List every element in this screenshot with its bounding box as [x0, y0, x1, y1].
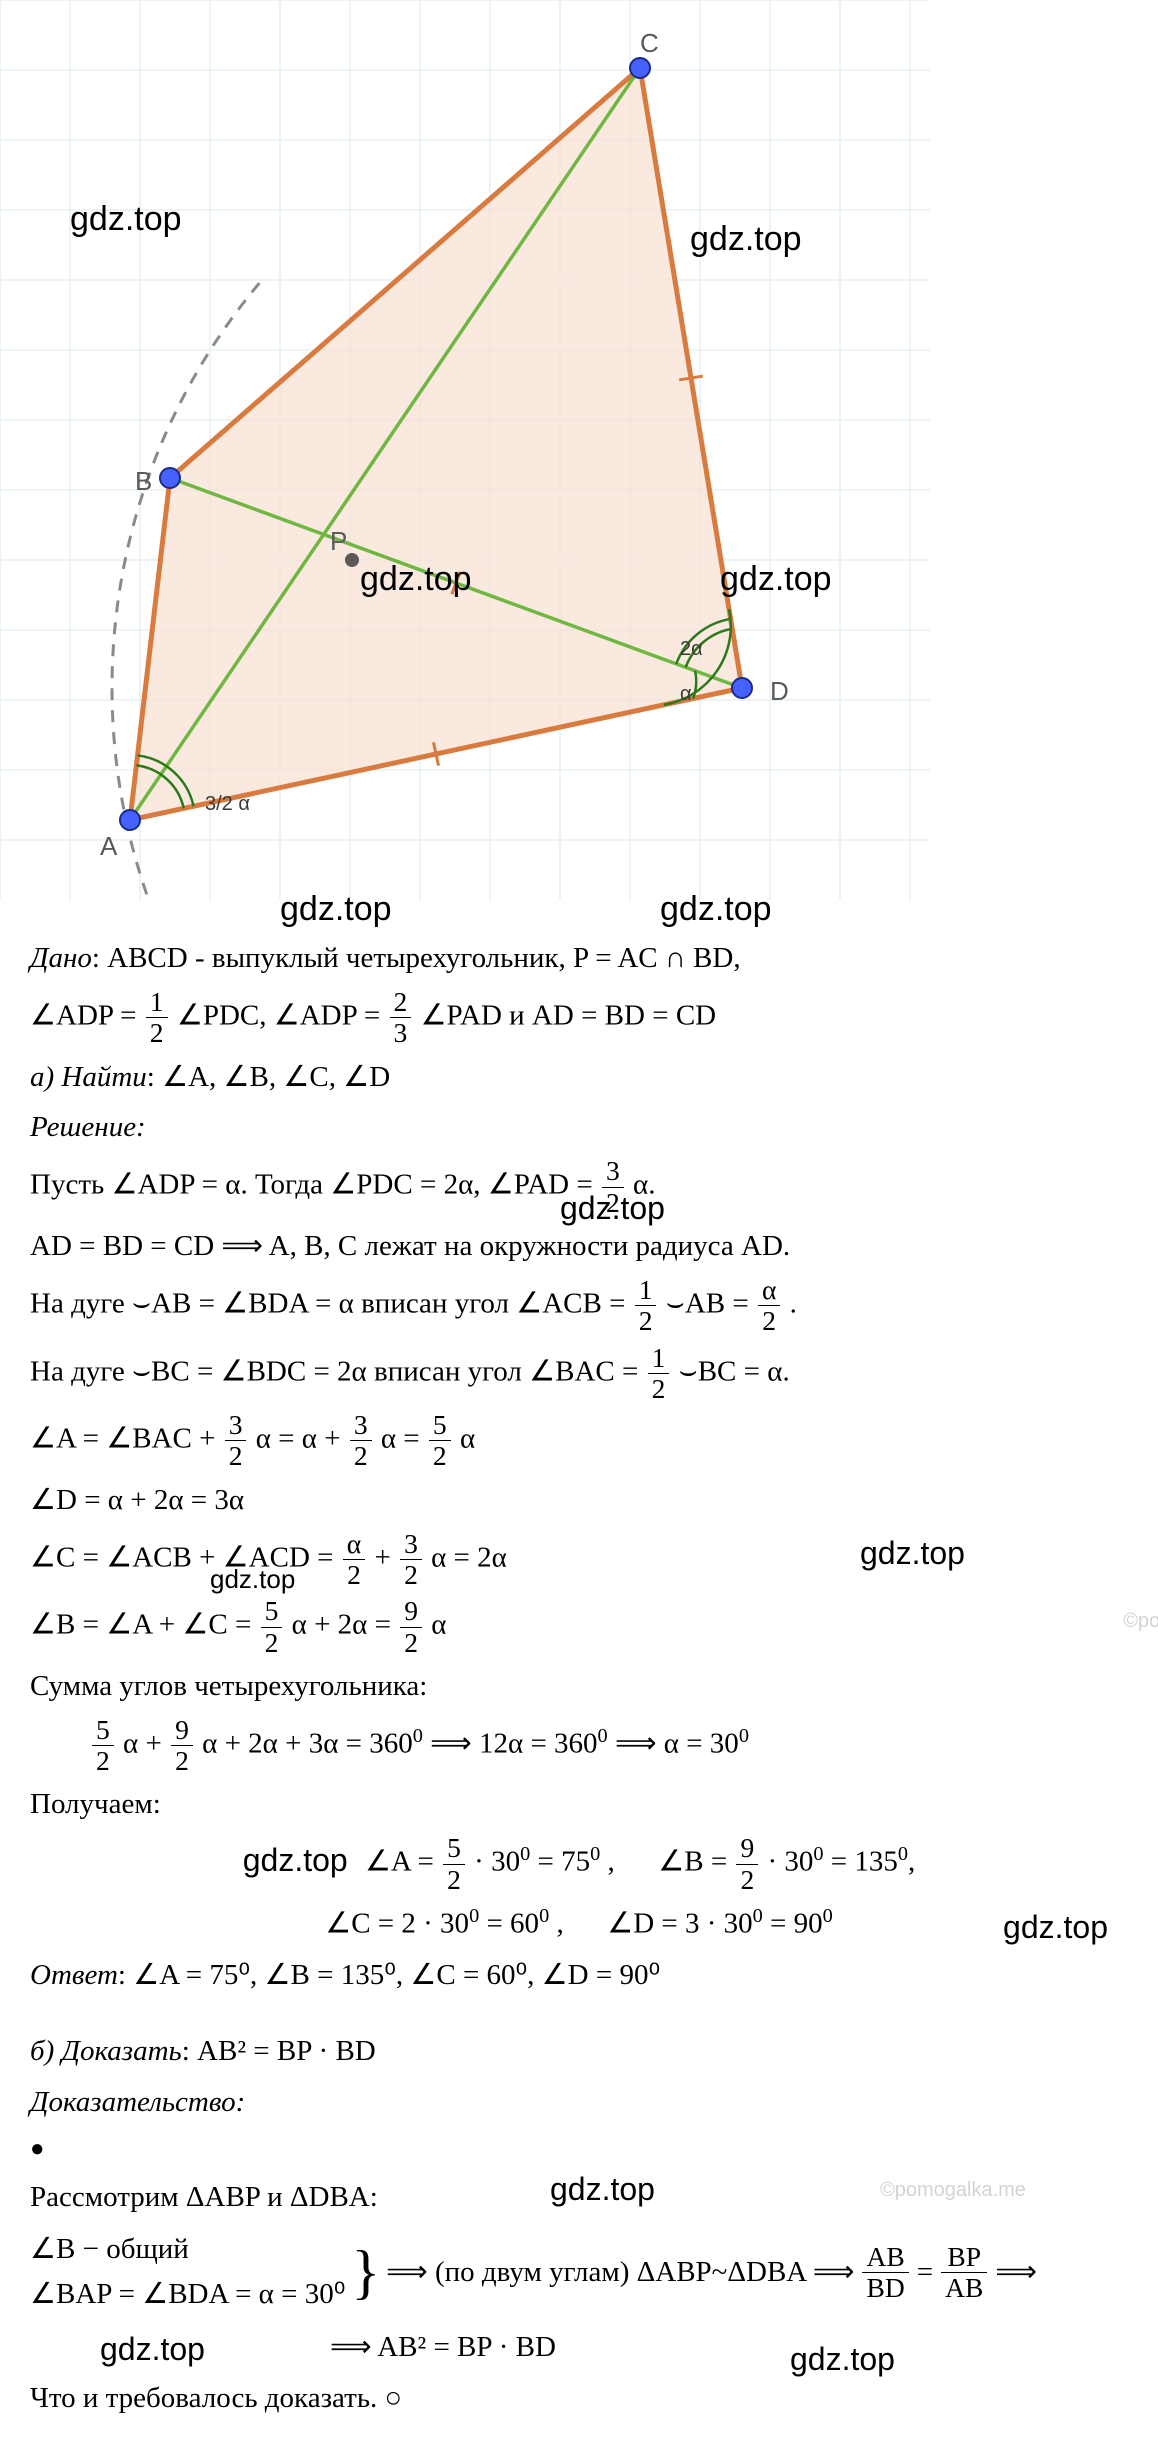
sum-label: Сумма углов четырехугольника: — [30, 1664, 1128, 1709]
find-a: а) Найти: ∠A, ∠B, ∠C, ∠D — [30, 1055, 1128, 1100]
svg-text:2α: 2α — [680, 638, 703, 660]
angle-A: ∠A = ∠BAC + 32 α = α + 32 α = 52 α — [30, 1410, 1128, 1472]
svg-text:B: B — [135, 466, 152, 496]
watermark: gdz.top — [560, 1184, 665, 1234]
angle-D: ∠D = α + 2α = 3α — [30, 1478, 1128, 1523]
resheniye: Решение: — [30, 1105, 1128, 1150]
otvet: Ответ: ∠A = 75⁰, ∠B = 135⁰, ∠C = 60⁰, ∠D… — [30, 1953, 1128, 1998]
watermark: gdz.top — [860, 1529, 965, 1579]
results-line1: gdz.top ∠A = 52 · 300 = 750 , ∠B = 92 · … — [30, 1833, 1128, 1895]
bullet: ● — [30, 2131, 1128, 2168]
dokazatelstvo: Доказательство: — [30, 2080, 1128, 2125]
results-line2: ∠C = 2 · 300 = 600 , ∠D = 3 · 300 = 900 — [30, 1901, 1128, 1947]
sum-equation: 52 α + 92 α + 2α + 3α = 3600 ⟹ 12α = 360… — [30, 1715, 1128, 1777]
geometry-figure: A B C D P 3/2 α 2α α gdz.top gdz.top gdz.top gdz.… — [0, 0, 930, 900]
svg-text:A: A — [100, 831, 118, 861]
svg-text:α: α — [680, 683, 692, 705]
solution-text: Дано: ABCD - выпуклый четырехугольник, P… — [0, 920, 1158, 2457]
svg-text:C: C — [640, 28, 659, 58]
svg-text:D: D — [770, 676, 789, 706]
watermark: gdz.top — [1003, 1903, 1108, 1953]
angle-B: ∠B = ∠A + ∠C = 52 α + 2α = 92 α — [30, 1596, 1128, 1658]
watermark: gdz.top — [790, 2335, 895, 2385]
arc-ab: На дуге ⌣AB = ∠BDA = α вписан угол ∠ACB … — [30, 1275, 1128, 1337]
dano-line2: ∠ADP = 12 ∠PDC, ∠ADP = 23 ∠PAD и AD = BD… — [30, 987, 1128, 1049]
arc-bc: На дуге ⌣BC = ∠BDC = 2α вписан угол ∠BAC… — [30, 1343, 1128, 1405]
watermark: gdz.top — [720, 560, 832, 599]
get-label: Получаем: — [30, 1782, 1128, 1827]
copyright: ©pomo — [1123, 1606, 1158, 1637]
dano-label: Дано — [30, 942, 92, 974]
watermark: gdz.top — [70, 200, 182, 239]
copyright: ©pomogalka.me — [880, 2175, 1026, 2206]
watermark: gdz.top — [550, 2165, 655, 2215]
qed: Что и требовалось доказать. ○ — [30, 2376, 1128, 2421]
watermark: gdz.top — [100, 2325, 205, 2375]
watermark: gdz.top — [210, 1559, 295, 1599]
figure-svg: A B C D P 3/2 α 2α α — [0, 0, 930, 900]
prove-b: б) Доказать: AB² = BP · BD — [30, 2029, 1128, 2074]
svg-text:P: P — [330, 526, 347, 556]
watermark: gdz.top — [690, 220, 802, 259]
proof-implication: ∠B − общий ∠BAP = ∠BDA = α = 30⁰ } ⟹ (по… — [30, 2227, 1128, 2317]
svg-text:3/2 α: 3/2 α — [205, 793, 250, 815]
watermark: gdz.top — [360, 560, 472, 599]
dano-line1: Дано: ABCD - выпуклый четырехугольник, P… — [30, 936, 1128, 981]
